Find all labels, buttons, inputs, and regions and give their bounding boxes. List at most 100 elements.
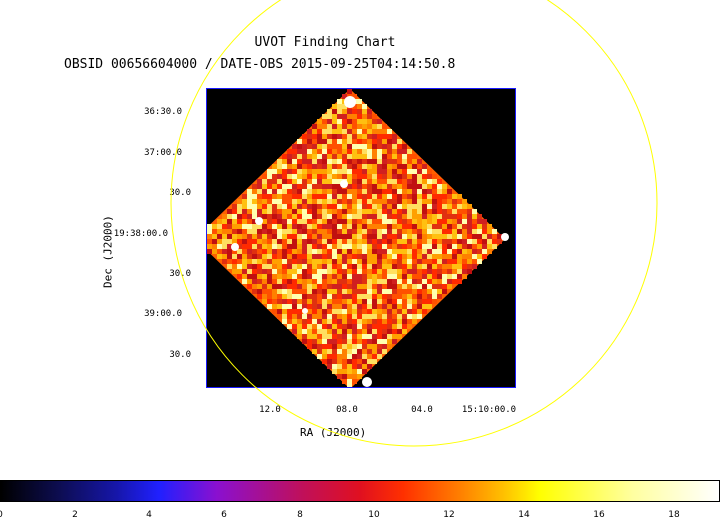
image-pixel (377, 259, 382, 264)
image-pixel (257, 179, 262, 184)
image-pixel (267, 219, 272, 224)
image-pixel (312, 199, 317, 204)
image-pixel (367, 189, 372, 194)
image-pixel (337, 99, 342, 104)
image-pixel (327, 229, 332, 234)
image-pixel (372, 209, 377, 214)
image-pixel (292, 159, 297, 164)
image-pixel (337, 264, 342, 269)
image-pixel (357, 134, 362, 139)
image-pixel (302, 249, 307, 254)
image-pixel (447, 229, 452, 234)
image-pixel (337, 244, 342, 249)
image-pixel (347, 139, 352, 144)
image-pixel (347, 109, 352, 114)
image-pixel (337, 239, 342, 244)
image-pixel (382, 274, 387, 279)
uvot-image[interactable] (206, 88, 516, 388)
image-pixel (382, 319, 387, 324)
image-pixel (347, 269, 352, 274)
image-pixel (347, 284, 352, 289)
image-pixel (472, 214, 477, 219)
image-pixel (362, 204, 367, 209)
image-pixel (262, 274, 267, 279)
image-pixel (362, 249, 367, 254)
image-pixel (342, 359, 347, 364)
image-pixel (412, 319, 417, 324)
image-pixel (362, 254, 367, 259)
image-pixel (287, 234, 292, 239)
image-pixel (327, 239, 332, 244)
image-pixel (282, 159, 287, 164)
image-pixel (362, 294, 367, 299)
image-pixel (357, 189, 362, 194)
image-pixel (267, 169, 272, 174)
image-pixel (392, 254, 397, 259)
image-pixel (257, 274, 262, 279)
image-pixel (392, 314, 397, 319)
image-pixel (337, 109, 342, 114)
image-pixel (367, 184, 372, 189)
image-pixel (307, 294, 312, 299)
image-pixel (407, 249, 412, 254)
image-pixel (417, 304, 422, 309)
ra-tick-label: 12.0 (259, 405, 281, 415)
image-pixel (272, 164, 277, 169)
image-pixel (312, 324, 317, 329)
image-pixel (282, 224, 287, 229)
image-pixel (432, 214, 437, 219)
image-pixel (342, 289, 347, 294)
image-pixel (352, 184, 357, 189)
image-pixel (402, 254, 407, 259)
image-pixel (367, 269, 372, 274)
image-pixel (357, 144, 362, 149)
image-pixel (407, 254, 412, 259)
image-pixel (332, 309, 337, 314)
image-pixel (272, 204, 277, 209)
image-pixel (387, 159, 392, 164)
image-pixel (367, 164, 372, 169)
image-pixel (382, 259, 387, 264)
image-pixel (312, 264, 317, 269)
image-pixel (272, 259, 277, 264)
image-pixel (282, 269, 287, 274)
image-pixel (412, 154, 417, 159)
image-pixel (437, 269, 442, 274)
image-pixel (437, 294, 442, 299)
image-pixel (437, 259, 442, 264)
image-pixel (307, 259, 312, 264)
image-pixel (342, 364, 347, 369)
image-pixel (407, 274, 412, 279)
colorbar-tick: 2 (72, 510, 78, 520)
image-pixel (302, 279, 307, 284)
image-pixel (252, 224, 257, 229)
image-pixel (382, 279, 387, 284)
image-pixel (412, 209, 417, 214)
image-pixel (322, 114, 327, 119)
image-pixel (402, 279, 407, 284)
image-pixel (362, 264, 367, 269)
image-pixel (452, 199, 457, 204)
image-pixel (232, 254, 237, 259)
image-pixel (312, 339, 317, 344)
image-pixel (217, 239, 222, 244)
image-pixel (387, 164, 392, 169)
image-pixel (432, 229, 437, 234)
image-pixel (297, 314, 302, 319)
image-pixel (372, 344, 377, 349)
image-pixel (292, 304, 297, 309)
image-pixel (347, 134, 352, 139)
image-pixel (252, 184, 257, 189)
image-pixel (332, 284, 337, 289)
image-pixel (252, 274, 257, 279)
image-pixel (312, 159, 317, 164)
image-pixel (377, 304, 382, 309)
image-pixel (402, 269, 407, 274)
image-pixel (337, 349, 342, 354)
image-pixel (362, 214, 367, 219)
image-pixel (272, 234, 277, 239)
image-pixel (332, 269, 337, 274)
image-pixel (437, 254, 442, 259)
image-pixel (377, 284, 382, 289)
image-pixel (257, 289, 262, 294)
